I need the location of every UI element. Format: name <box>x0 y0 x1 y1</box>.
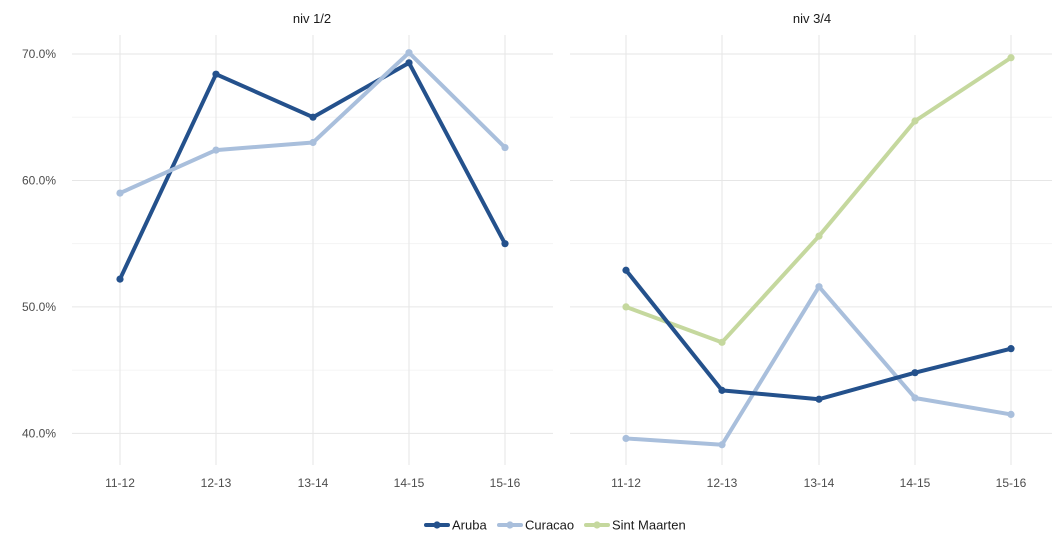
data-point <box>116 275 124 283</box>
legend-swatch-point <box>506 521 514 529</box>
y-tick-label: 40.0% <box>22 426 56 440</box>
data-point <box>1007 410 1015 419</box>
data-point <box>405 59 413 67</box>
legend-swatch-point <box>593 521 601 529</box>
data-point <box>718 441 726 449</box>
data-point <box>622 266 630 274</box>
y-tick-label: 50.0% <box>22 300 56 314</box>
panel-2: niv 3/4 11-12 12-13 13-14 14-15 15-16 <box>570 11 1052 490</box>
data-point <box>718 338 726 346</box>
y-tick-label: 60.0% <box>22 173 56 187</box>
data-point <box>911 394 919 402</box>
x-tick-label: 15-16 <box>996 476 1027 490</box>
series-aruba <box>116 59 509 283</box>
x-tick-label: 13-14 <box>804 476 835 490</box>
data-point <box>405 49 413 57</box>
data-point <box>1007 345 1015 353</box>
legend-label: Sint Maarten <box>612 518 686 533</box>
data-point <box>718 386 726 394</box>
x-tick-label: 13-14 <box>298 476 329 490</box>
data-point <box>815 395 823 403</box>
legend-item-curacao: Curacao <box>497 518 574 533</box>
data-point <box>212 70 220 78</box>
data-point <box>309 113 317 121</box>
x-tick-label: 14-15 <box>394 476 425 490</box>
data-point <box>501 240 509 248</box>
data-point <box>309 138 317 147</box>
data-point <box>501 143 509 152</box>
series-aruba <box>622 266 1015 403</box>
data-point <box>911 369 919 377</box>
legend-label: Curacao <box>525 518 574 533</box>
panels: niv 1/2 11-12 12-13 13-14 14-15 15-16 niv 3/4 1… <box>22 11 1052 490</box>
data-point <box>815 232 823 240</box>
legend-label: Aruba <box>452 518 487 533</box>
data-point <box>815 283 823 291</box>
data-point <box>622 303 630 311</box>
panel-title: niv 3/4 <box>793 11 831 26</box>
x-tick-label: 11-12 <box>611 476 641 490</box>
series-sint-maarten <box>622 54 1015 346</box>
x-tick-label: 12-13 <box>707 476 738 490</box>
x-tick-label: 11-12 <box>105 476 135 490</box>
x-tick-label: 15-16 <box>490 476 521 490</box>
legend-item-aruba: Aruba <box>424 518 487 533</box>
data-point <box>622 434 630 443</box>
x-tick-label: 12-13 <box>201 476 232 490</box>
x-tick-label: 14-15 <box>900 476 931 490</box>
series-curacao <box>622 283 1015 449</box>
legend-swatch-point <box>433 521 441 529</box>
data-point <box>116 189 124 197</box>
panel-1: niv 1/2 11-12 12-13 13-14 14-15 15-16 <box>72 11 553 490</box>
data-point <box>1007 54 1015 62</box>
panel-title: niv 1/2 <box>293 11 331 26</box>
data-point <box>911 117 919 125</box>
data-point <box>212 146 220 154</box>
legend: Aruba Curacao Sint Maarten <box>424 518 686 533</box>
y-tick-label: 70.0% <box>22 47 56 61</box>
series-curacao <box>116 49 509 197</box>
legend-item-sint-maarten: Sint Maarten <box>584 518 686 533</box>
